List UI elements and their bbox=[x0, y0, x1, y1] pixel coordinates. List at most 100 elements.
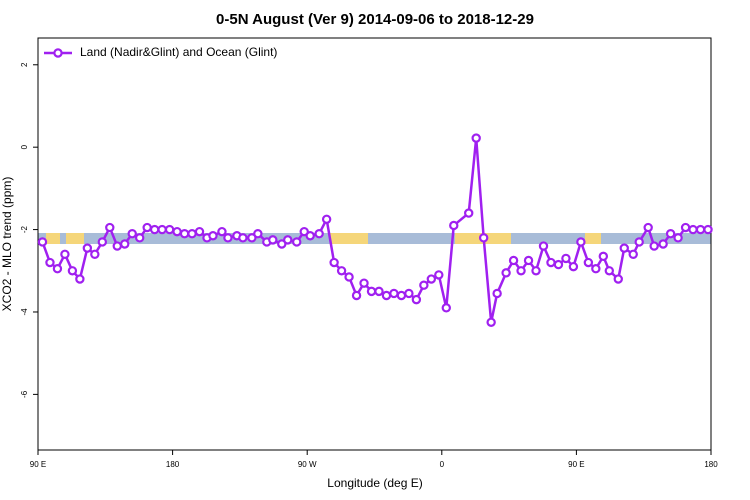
point bbox=[90, 249, 100, 259]
point bbox=[546, 257, 556, 268]
point bbox=[508, 255, 519, 266]
point bbox=[292, 237, 302, 247]
point bbox=[604, 266, 615, 276]
point bbox=[695, 224, 706, 235]
point bbox=[464, 208, 474, 218]
land-band bbox=[330, 233, 368, 244]
point bbox=[283, 235, 293, 245]
y-tick-label: -2 bbox=[20, 225, 29, 233]
point bbox=[516, 266, 526, 276]
point bbox=[67, 266, 78, 276]
point bbox=[419, 280, 429, 290]
point bbox=[591, 264, 601, 274]
plot-frame bbox=[37, 37, 712, 451]
point bbox=[486, 317, 496, 327]
point bbox=[75, 274, 85, 284]
point bbox=[223, 233, 233, 243]
point bbox=[501, 268, 511, 278]
series-line bbox=[41, 137, 709, 323]
point bbox=[247, 233, 257, 243]
point bbox=[194, 226, 205, 237]
point bbox=[568, 261, 579, 272]
point bbox=[164, 224, 175, 235]
point bbox=[149, 224, 160, 235]
point bbox=[658, 239, 668, 249]
point bbox=[268, 235, 278, 245]
point bbox=[157, 224, 167, 235]
legend-marker bbox=[53, 48, 63, 58]
x-tick-label: 90 W bbox=[298, 460, 317, 469]
point bbox=[598, 251, 609, 262]
point bbox=[441, 303, 451, 313]
point bbox=[97, 237, 108, 247]
point bbox=[336, 266, 347, 276]
point bbox=[434, 270, 444, 280]
point bbox=[238, 233, 248, 243]
point bbox=[471, 133, 481, 143]
point bbox=[112, 241, 122, 251]
point bbox=[179, 228, 190, 239]
point bbox=[478, 233, 489, 243]
point bbox=[172, 226, 182, 237]
point bbox=[531, 266, 541, 276]
land-band bbox=[585, 233, 601, 244]
land-band bbox=[46, 233, 60, 244]
point bbox=[492, 288, 502, 299]
point bbox=[561, 253, 571, 264]
point bbox=[688, 224, 698, 235]
y-axis-label: XCO2 - MLO trend (ppm) bbox=[0, 177, 14, 312]
point bbox=[305, 231, 315, 241]
point bbox=[665, 228, 676, 239]
point bbox=[426, 274, 437, 284]
point bbox=[299, 226, 309, 237]
x-tick-label: 90 E bbox=[568, 460, 584, 469]
y-tick-label: 0 bbox=[20, 144, 29, 149]
point bbox=[613, 274, 623, 284]
point bbox=[649, 241, 659, 251]
point bbox=[404, 288, 414, 299]
point bbox=[523, 255, 534, 266]
point bbox=[680, 222, 691, 233]
point bbox=[329, 257, 339, 268]
point bbox=[321, 214, 332, 224]
point bbox=[374, 286, 384, 297]
point bbox=[105, 222, 115, 233]
point bbox=[359, 278, 369, 288]
point bbox=[449, 220, 459, 231]
point bbox=[673, 233, 683, 243]
point bbox=[344, 272, 354, 282]
point bbox=[314, 228, 324, 239]
point bbox=[277, 239, 287, 249]
y-tick-label: -4 bbox=[20, 308, 29, 316]
y-tick-label: -6 bbox=[20, 390, 29, 398]
point bbox=[120, 239, 130, 249]
x-tick-label: 0 bbox=[440, 460, 445, 469]
point bbox=[187, 228, 197, 239]
x-tick-label: 180 bbox=[704, 460, 718, 469]
point bbox=[52, 264, 63, 274]
point bbox=[643, 222, 653, 233]
y-tick-label: 2 bbox=[20, 62, 29, 67]
x-tick-label: 90 E bbox=[30, 460, 46, 469]
point bbox=[127, 228, 137, 239]
point bbox=[381, 290, 392, 301]
point bbox=[619, 243, 629, 253]
point bbox=[703, 224, 713, 235]
point bbox=[217, 226, 227, 237]
point bbox=[208, 231, 218, 241]
point bbox=[553, 259, 564, 270]
point bbox=[351, 290, 362, 301]
point bbox=[45, 257, 55, 268]
point bbox=[411, 294, 422, 305]
x-axis-label: Longitude (deg E) bbox=[327, 476, 422, 490]
land-band bbox=[66, 233, 84, 244]
legend-label: Land (Nadir&Glint) and Ocean (Glint) bbox=[80, 45, 277, 59]
point bbox=[396, 290, 407, 301]
point bbox=[82, 243, 93, 253]
point bbox=[134, 233, 145, 243]
point bbox=[142, 222, 152, 233]
point bbox=[389, 288, 399, 299]
ocean-band bbox=[38, 233, 711, 244]
point bbox=[583, 257, 594, 268]
